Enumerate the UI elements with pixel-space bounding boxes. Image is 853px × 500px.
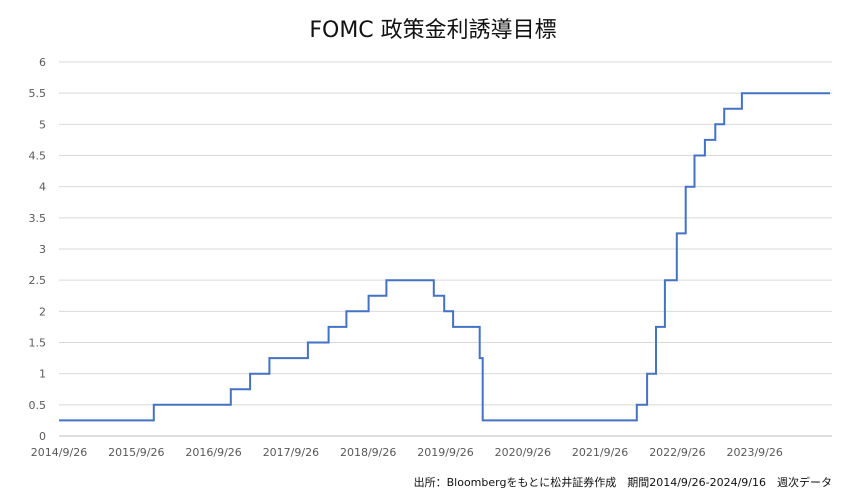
y-tick-label: 1.5 (29, 337, 47, 350)
y-tick-label: 2 (39, 305, 46, 318)
y-tick-label: 5 (39, 118, 46, 131)
gridlines (59, 61, 832, 437)
y-tick-label: 1 (39, 368, 46, 381)
y-tick-label: 2.5 (29, 274, 47, 287)
y-tick-label: 0.5 (29, 399, 47, 412)
chart-title: FOMC 政策金利誘導目標 (309, 18, 556, 43)
y-tick-label: 6 (39, 56, 46, 69)
source-note: 出所：Bloombergをもとに松井証券作成 期間2014/9/26-2024/… (414, 475, 832, 489)
x-tick-label: 2017/9/26 (263, 446, 319, 459)
y-tick-label: 4.5 (29, 150, 47, 163)
x-tick-label: 2022/9/26 (649, 446, 705, 459)
y-tick-label: 4 (39, 181, 46, 194)
y-axis-ticks: 0 0.5 1 1.5 2 2.5 3 3.5 4 4.5 5 5.5 6 (29, 56, 47, 443)
y-tick-label: 3 (39, 243, 46, 256)
series-line (59, 92, 830, 422)
y-tick-label: 3.5 (29, 212, 47, 225)
x-tick-label: 2015/9/26 (108, 446, 164, 459)
x-tick-label: 2020/9/26 (495, 446, 551, 459)
series-layer (59, 92, 830, 422)
x-tick-label: 2014/9/26 (31, 446, 87, 459)
x-tick-label: 2018/9/26 (340, 446, 396, 459)
x-tick-label: 2023/9/26 (726, 446, 782, 459)
x-tick-label: 2019/9/26 (417, 446, 473, 459)
x-tick-label: 2016/9/26 (185, 446, 241, 459)
y-tick-label: 5.5 (29, 87, 47, 100)
x-tick-label: 2021/9/26 (572, 446, 628, 459)
x-axis-ticks: 2014/9/26 2015/9/26 2016/9/26 2017/9/26 2018… (31, 446, 783, 459)
y-tick-label: 0 (39, 430, 46, 443)
